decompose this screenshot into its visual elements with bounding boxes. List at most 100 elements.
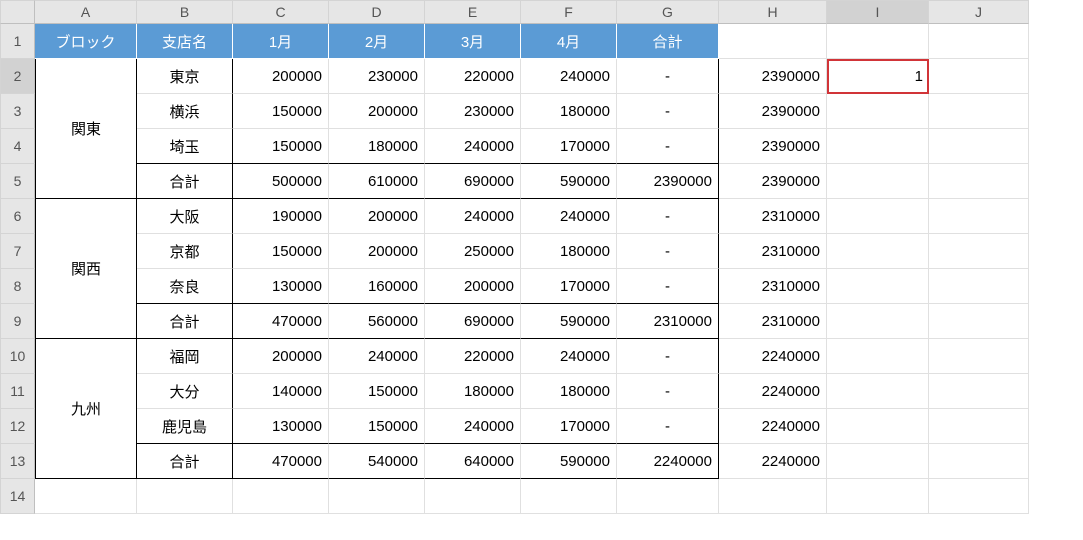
cell-H6[interactable]: 2310000 <box>719 199 827 234</box>
cell-C6[interactable]: 190000 <box>233 199 329 234</box>
cell-I6[interactable] <box>827 199 929 234</box>
cell-H11[interactable]: 2240000 <box>719 374 827 409</box>
cell-I7[interactable] <box>827 234 929 269</box>
cell-J2[interactable] <box>929 59 1029 94</box>
cell-J13[interactable] <box>929 444 1029 479</box>
cell-F13[interactable]: 590000 <box>521 444 617 479</box>
cell-F11[interactable]: 180000 <box>521 374 617 409</box>
select-all-corner[interactable] <box>0 0 35 24</box>
col-header-D[interactable]: D <box>329 0 425 24</box>
cell-J4[interactable] <box>929 129 1029 164</box>
cell-C7[interactable]: 150000 <box>233 234 329 269</box>
cell-D14[interactable] <box>329 479 425 514</box>
cell-F5[interactable]: 590000 <box>521 164 617 199</box>
cell-H2[interactable]: 2390000 <box>719 59 827 94</box>
cell-J3[interactable] <box>929 94 1029 129</box>
cell-G12[interactable]: - <box>617 409 719 444</box>
cell-G3[interactable]: - <box>617 94 719 129</box>
cell-J8[interactable] <box>929 269 1029 304</box>
cell-B14[interactable] <box>137 479 233 514</box>
row-header-4[interactable]: 4 <box>0 129 35 164</box>
cell-H8[interactable]: 2310000 <box>719 269 827 304</box>
row-header-11[interactable]: 11 <box>0 374 35 409</box>
cell-A1[interactable]: ブロック <box>35 24 137 59</box>
cell-G2[interactable]: - <box>617 59 719 94</box>
cell-F10[interactable]: 240000 <box>521 339 617 374</box>
cell-H1[interactable] <box>719 24 827 59</box>
cell-E9[interactable]: 690000 <box>425 304 521 339</box>
cell-B4[interactable]: 埼玉 <box>137 129 233 164</box>
cell-D8[interactable]: 160000 <box>329 269 425 304</box>
cell-J9[interactable] <box>929 304 1029 339</box>
cell-C10[interactable]: 200000 <box>233 339 329 374</box>
cell-I8[interactable] <box>827 269 929 304</box>
cell-C14[interactable] <box>233 479 329 514</box>
col-header-I[interactable]: I <box>827 0 929 24</box>
cell-D7[interactable]: 200000 <box>329 234 425 269</box>
cell-B8[interactable]: 奈良 <box>137 269 233 304</box>
cell-D4[interactable]: 180000 <box>329 129 425 164</box>
col-header-H[interactable]: H <box>719 0 827 24</box>
cell-B3[interactable]: 横浜 <box>137 94 233 129</box>
spreadsheet-grid[interactable]: A B C D E F G H I J 1 ブロック 支店名 1月 2月 3月 … <box>0 0 1029 514</box>
cell-F2[interactable]: 240000 <box>521 59 617 94</box>
cell-I11[interactable] <box>827 374 929 409</box>
cell-E1[interactable]: 3月 <box>425 24 521 59</box>
cell-J12[interactable] <box>929 409 1029 444</box>
cell-J10[interactable] <box>929 339 1029 374</box>
cell-G14[interactable] <box>617 479 719 514</box>
cell-G7[interactable]: - <box>617 234 719 269</box>
cell-I13[interactable] <box>827 444 929 479</box>
cell-H13[interactable]: 2240000 <box>719 444 827 479</box>
row-header-13[interactable]: 13 <box>0 444 35 479</box>
cell-E10[interactable]: 220000 <box>425 339 521 374</box>
cell-H12[interactable]: 2240000 <box>719 409 827 444</box>
cell-G5[interactable]: 2390000 <box>617 164 719 199</box>
cell-E8[interactable]: 200000 <box>425 269 521 304</box>
col-header-A[interactable]: A <box>35 0 137 24</box>
cell-J1[interactable] <box>929 24 1029 59</box>
cell-H7[interactable]: 2310000 <box>719 234 827 269</box>
cell-B2[interactable]: 東京 <box>137 59 233 94</box>
cell-B11[interactable]: 大分 <box>137 374 233 409</box>
row-header-5[interactable]: 5 <box>0 164 35 199</box>
cell-E3[interactable]: 230000 <box>425 94 521 129</box>
cell-C4[interactable]: 150000 <box>233 129 329 164</box>
cell-J11[interactable] <box>929 374 1029 409</box>
merged-A10-A13[interactable]: 九州 <box>35 339 137 479</box>
cell-C2[interactable]: 200000 <box>233 59 329 94</box>
cell-I5[interactable] <box>827 164 929 199</box>
cell-F6[interactable]: 240000 <box>521 199 617 234</box>
cell-D10[interactable]: 240000 <box>329 339 425 374</box>
cell-H14[interactable] <box>719 479 827 514</box>
cell-H9[interactable]: 2310000 <box>719 304 827 339</box>
cell-J6[interactable] <box>929 199 1029 234</box>
cell-C1[interactable]: 1月 <box>233 24 329 59</box>
cell-E2[interactable]: 220000 <box>425 59 521 94</box>
cell-G13[interactable]: 2240000 <box>617 444 719 479</box>
cell-I3[interactable] <box>827 94 929 129</box>
cell-D1[interactable]: 2月 <box>329 24 425 59</box>
cell-F14[interactable] <box>521 479 617 514</box>
cell-J5[interactable] <box>929 164 1029 199</box>
cell-F7[interactable]: 180000 <box>521 234 617 269</box>
cell-H5[interactable]: 2390000 <box>719 164 827 199</box>
cell-D12[interactable]: 150000 <box>329 409 425 444</box>
cell-E6[interactable]: 240000 <box>425 199 521 234</box>
row-header-14[interactable]: 14 <box>0 479 35 514</box>
cell-E7[interactable]: 250000 <box>425 234 521 269</box>
cell-C9[interactable]: 470000 <box>233 304 329 339</box>
cell-B12[interactable]: 鹿児島 <box>137 409 233 444</box>
cell-E11[interactable]: 180000 <box>425 374 521 409</box>
cell-F8[interactable]: 170000 <box>521 269 617 304</box>
cell-I14[interactable] <box>827 479 929 514</box>
cell-D2[interactable]: 230000 <box>329 59 425 94</box>
row-header-9[interactable]: 9 <box>0 304 35 339</box>
row-header-1[interactable]: 1 <box>0 24 35 59</box>
cell-D6[interactable]: 200000 <box>329 199 425 234</box>
cell-D3[interactable]: 200000 <box>329 94 425 129</box>
cell-E14[interactable] <box>425 479 521 514</box>
cell-B6[interactable]: 大阪 <box>137 199 233 234</box>
cell-F12[interactable]: 170000 <box>521 409 617 444</box>
cell-F4[interactable]: 170000 <box>521 129 617 164</box>
